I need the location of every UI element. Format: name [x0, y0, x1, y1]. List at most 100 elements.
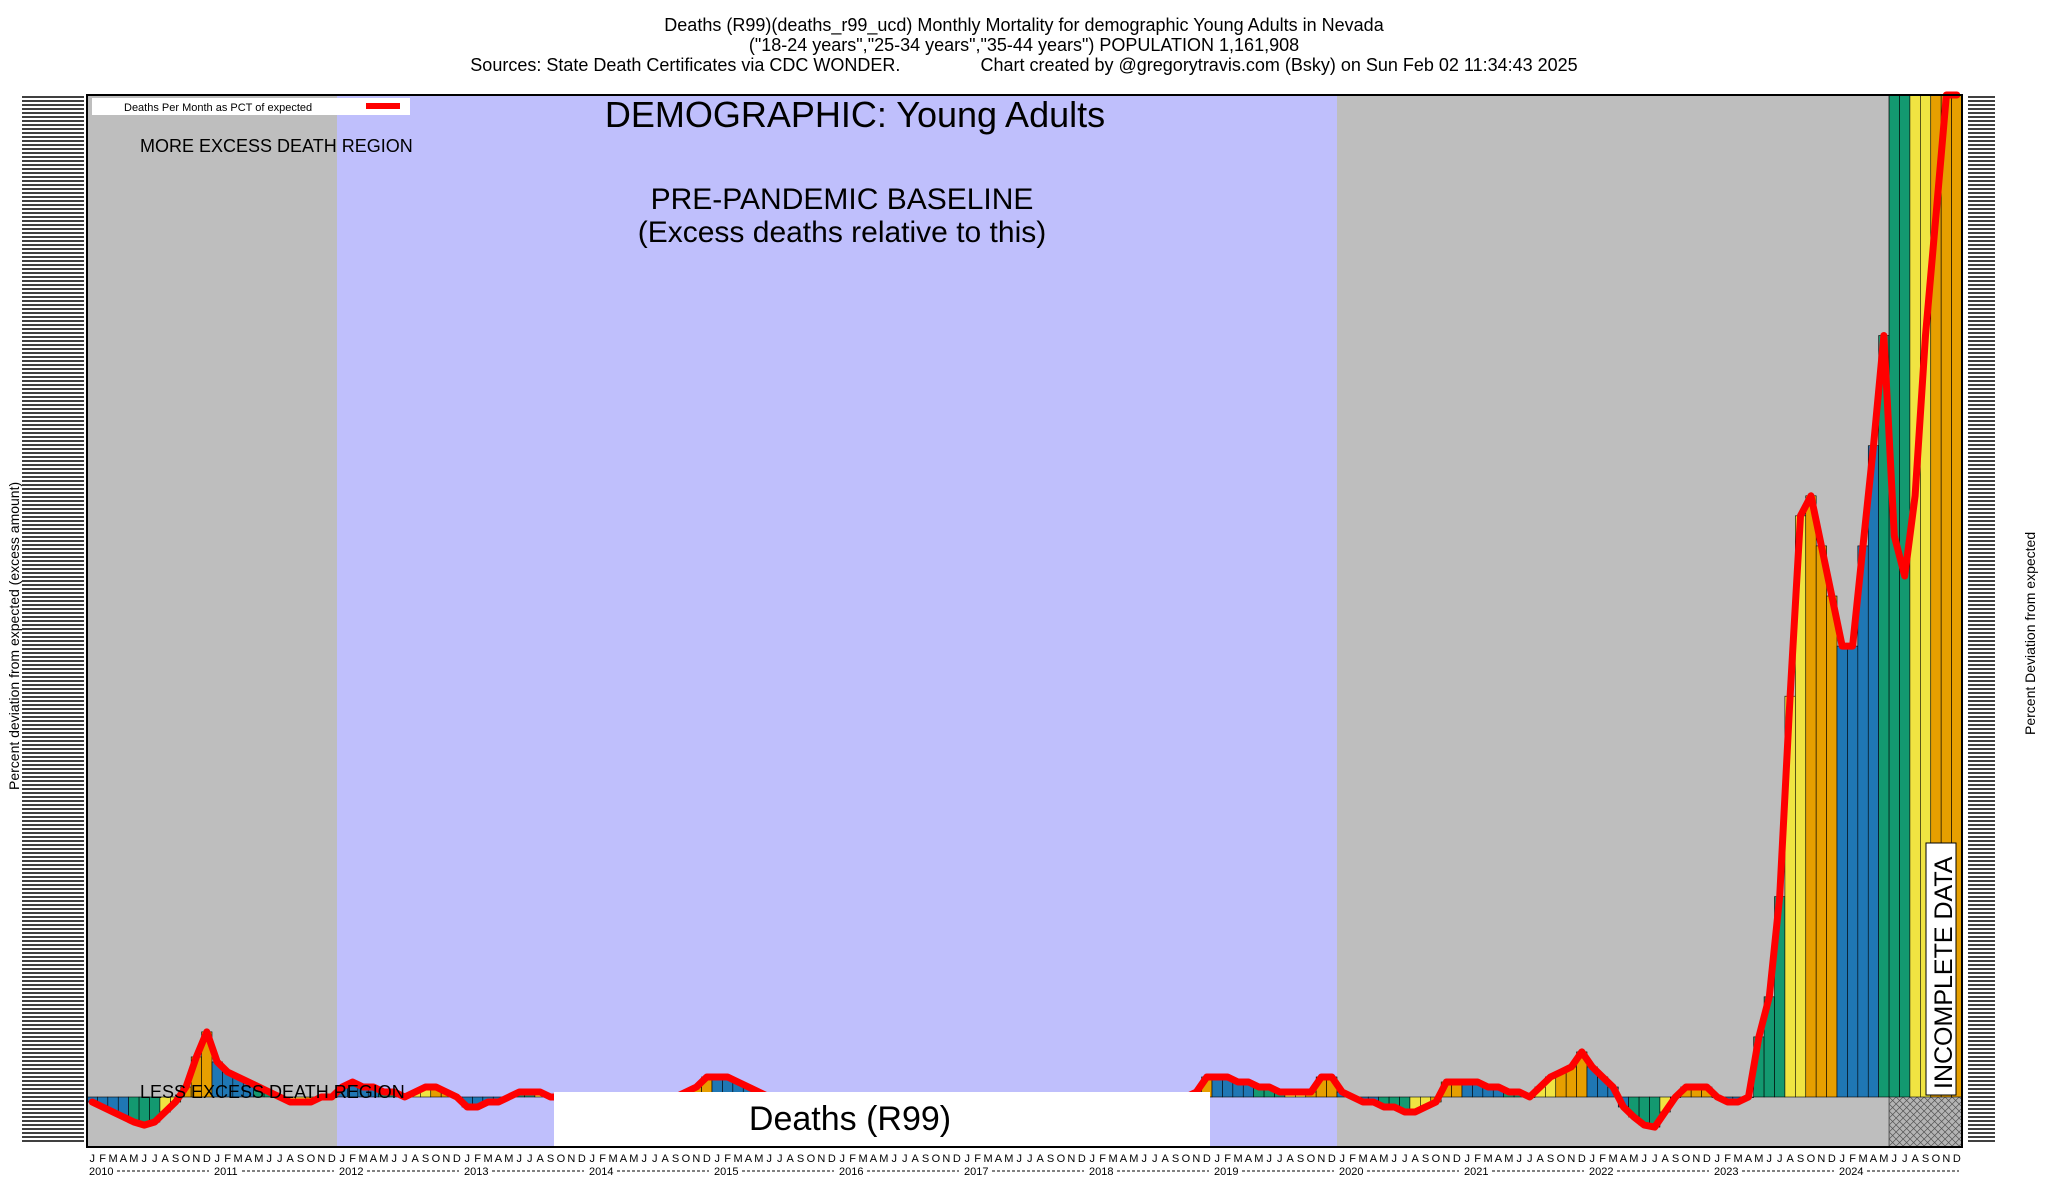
chart-subtitle: ("18-24 years","25-34 years","35-44 year…: [748, 35, 1300, 55]
month-tick-label: N: [1567, 1153, 1575, 1165]
month-tick-label: J: [1027, 1153, 1033, 1165]
month-tick-label: J: [267, 1153, 273, 1165]
month-tick-label: F: [1724, 1153, 1731, 1165]
hatch-line: [1993, 95, 2048, 1147]
month-tick-label: F: [349, 1153, 356, 1165]
month-tick-label: N: [442, 1153, 450, 1165]
demographic-label: DEMOGRAPHIC: Young Adults: [605, 94, 1105, 135]
month-tick-label: J: [1902, 1153, 1908, 1165]
month-tick-label: M: [129, 1153, 138, 1165]
month-tick-label: M: [754, 1153, 763, 1165]
year-tick-label: 2022: [1589, 1166, 1613, 1178]
month-tick-label: M: [1608, 1153, 1617, 1165]
month-tick-label: S: [297, 1153, 304, 1165]
month-tick-label: D: [203, 1153, 211, 1165]
month-tick-label: M: [358, 1153, 367, 1165]
month-tick-label: O: [557, 1153, 566, 1165]
month-tick-label: J: [1777, 1153, 1783, 1165]
hatch-line: [2042, 95, 2048, 1147]
month-tick-label: J: [1517, 1153, 1523, 1165]
data-bar: [1888, 94, 1900, 1098]
month-tick-label: J: [1464, 1153, 1470, 1165]
month-tick-label: M: [1754, 1153, 1763, 1165]
month-tick-label: D: [1953, 1153, 1961, 1165]
month-tick-label: J: [1339, 1153, 1345, 1165]
month-tick-label: M: [879, 1153, 888, 1165]
month-tick-label: D: [328, 1153, 336, 1165]
month-tick-label: A: [870, 1153, 878, 1165]
month-tick-label: A: [1661, 1153, 1669, 1165]
month-tick-label: M: [1358, 1153, 1367, 1165]
month-tick-label: O: [1807, 1153, 1816, 1165]
month-tick-label: D: [1203, 1153, 1211, 1165]
month-tick-label: A: [120, 1153, 128, 1165]
month-tick-label: S: [797, 1153, 804, 1165]
month-tick-label: J: [902, 1153, 908, 1165]
month-tick-label: J: [1214, 1153, 1220, 1165]
year-tick-label: 2019: [1214, 1166, 1238, 1178]
month-tick-label: O: [182, 1153, 191, 1165]
month-tick-label: J: [277, 1153, 283, 1165]
month-tick-label: N: [1817, 1153, 1825, 1165]
month-tick-label: N: [567, 1153, 575, 1165]
month-tick-label: N: [817, 1153, 825, 1165]
month-tick-label: A: [245, 1153, 253, 1165]
month-tick-label: J: [527, 1153, 533, 1165]
legend-entry: Deaths Per Month as PCT of expected: [124, 102, 312, 114]
month-tick-label: F: [1099, 1153, 1106, 1165]
month-tick-label: F: [99, 1153, 106, 1165]
data-bar: [1815, 545, 1827, 1098]
year-tick-label: 2014: [589, 1166, 613, 1178]
incomplete-label-group: INCOMPLETE DATA: [1925, 842, 1958, 1096]
baseline-sublabel: (Excess deaths relative to this): [638, 216, 1047, 249]
data-bar: [1857, 545, 1869, 1098]
data-bar: [1826, 595, 1838, 1098]
month-tick-label: M: [1129, 1153, 1138, 1165]
month-tick-label: J: [1527, 1153, 1533, 1165]
month-tick-label: M: [1879, 1153, 1888, 1165]
month-tick-label: F: [849, 1153, 856, 1165]
month-tick-label: M: [1504, 1153, 1513, 1165]
year-tick-label: 2012: [339, 1166, 363, 1178]
baseline-label: PRE-PANDEMIC BASELINE: [651, 183, 1034, 216]
month-tick-label: A: [1411, 1153, 1419, 1165]
month-tick-label: J: [1402, 1153, 1408, 1165]
month-tick-label: O: [432, 1153, 441, 1165]
month-tick-label: N: [1067, 1153, 1075, 1165]
month-tick-label: M: [983, 1153, 992, 1165]
month-tick-label: N: [192, 1153, 200, 1165]
month-tick-label: S: [1422, 1153, 1429, 1165]
month-tick-label: O: [1307, 1153, 1316, 1165]
month-tick-label: J: [652, 1153, 658, 1165]
data-bar: [1805, 495, 1817, 1098]
year-tick-label: 2015: [714, 1166, 738, 1178]
month-tick-label: M: [1858, 1153, 1867, 1165]
month-tick-label: M: [483, 1153, 492, 1165]
month-tick-label: J: [1892, 1153, 1898, 1165]
month-tick-label: M: [1483, 1153, 1492, 1165]
month-tick-label: O: [1182, 1153, 1191, 1165]
month-tick-label: A: [161, 1153, 169, 1165]
chart-title: Deaths (R99)(deaths_r99_ucd) Monthly Mor…: [664, 15, 1384, 35]
incomplete-label: INCOMPLETE DATA: [1930, 856, 1958, 1089]
month-tick-label: O: [1057, 1153, 1066, 1165]
month-tick-label: M: [1254, 1153, 1263, 1165]
month-tick-label: A: [1786, 1153, 1794, 1165]
month-tick-label: J: [339, 1153, 345, 1165]
month-tick-label: S: [1297, 1153, 1304, 1165]
month-tick-label: A: [1036, 1153, 1044, 1165]
month-tick-label: A: [1536, 1153, 1544, 1165]
data-bar: [1867, 445, 1879, 1098]
y-axis-ticks: [22, 96, 1995, 1142]
month-tick-label: J: [1277, 1153, 1283, 1165]
month-tick-label: M: [254, 1153, 263, 1165]
month-tick-label: S: [1547, 1153, 1554, 1165]
month-tick-label: D: [453, 1153, 461, 1165]
month-tick-label: A: [786, 1153, 794, 1165]
month-tick-label: A: [661, 1153, 669, 1165]
data-bar: [1836, 645, 1848, 1098]
month-tick-label: F: [599, 1153, 606, 1165]
month-tick-label: S: [422, 1153, 429, 1165]
month-tick-label: F: [1224, 1153, 1231, 1165]
month-tick-label: F: [1349, 1153, 1356, 1165]
